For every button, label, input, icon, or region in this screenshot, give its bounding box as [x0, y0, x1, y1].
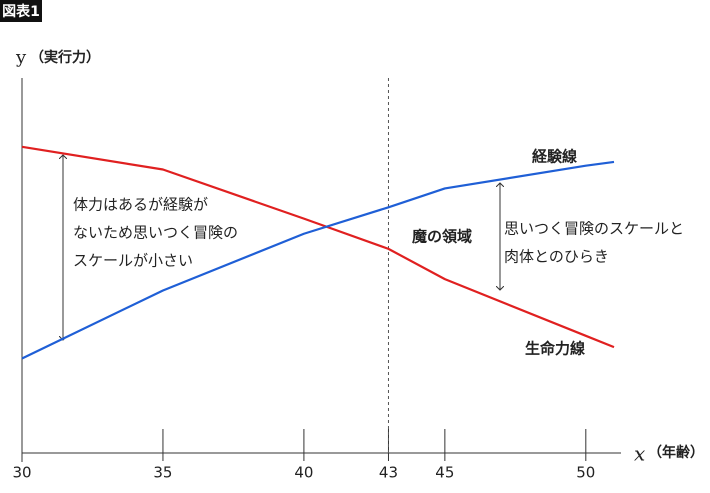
x-tick-label: 45: [435, 464, 454, 482]
x-axis-note: （年齢）: [648, 444, 704, 461]
series-line: [21, 160, 615, 360]
x-tick-label: 50: [576, 464, 595, 482]
series-label: 生命力線: [525, 340, 585, 358]
y-axis-label: y: [15, 47, 27, 68]
series-label: 経験線: [532, 148, 577, 166]
x-axis-label: x: [634, 442, 645, 466]
annotation: 体力はあるが経験が: [73, 196, 208, 214]
x-tick-label: 35: [153, 464, 172, 482]
annotation: 肉体とのひらき: [504, 248, 609, 266]
annotation: ないため思いつく冒険の: [73, 224, 238, 242]
badge: 図表1: [2, 3, 40, 20]
x-tick-label: 40: [294, 464, 313, 482]
x-tick-label: 43: [379, 464, 398, 482]
annotation: スケールが小さい: [73, 252, 193, 270]
annotation: 魔の領域: [412, 228, 472, 246]
annotation: 思いつく冒険のスケールと: [504, 220, 684, 238]
y-axis-note: （実行力）: [30, 49, 100, 66]
x-tick-label: 30: [12, 464, 31, 482]
series-line: [21, 145, 615, 349]
badge-bg: [0, 0, 42, 22]
